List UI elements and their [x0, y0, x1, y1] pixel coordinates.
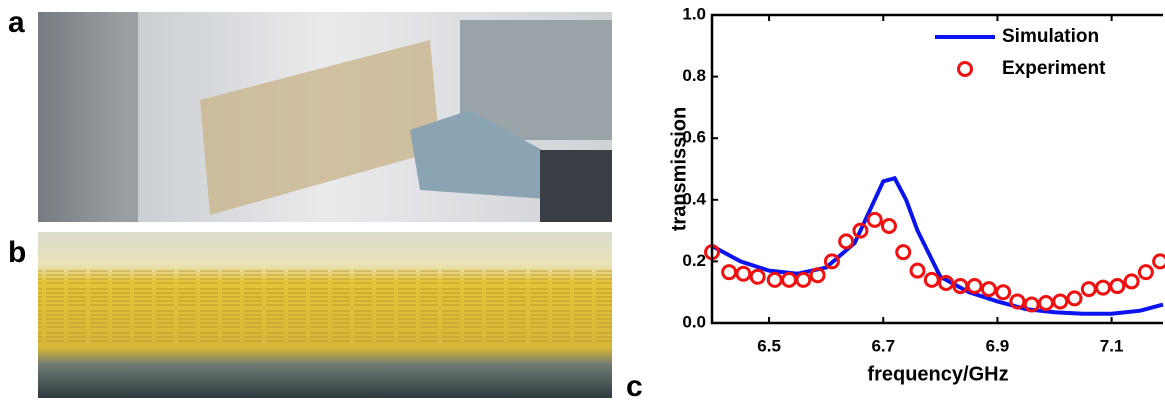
data-point [1137, 264, 1154, 281]
y-axis-label: transmission [668, 107, 690, 231]
y-tick-label: 0.6 [682, 128, 706, 147]
data-point [838, 233, 855, 250]
panel-label: b [8, 236, 26, 269]
data-point [781, 271, 798, 288]
legend-swatch [957, 61, 973, 77]
data-point [1066, 290, 1083, 307]
photo-a [38, 12, 612, 222]
data-point [895, 244, 912, 261]
data-point [1052, 293, 1069, 310]
data-point [1095, 279, 1112, 296]
panel-label: a [8, 6, 25, 39]
y-tick-label: 0.0 [682, 312, 706, 331]
y-tick-label: 0.2 [682, 251, 706, 270]
data-point [809, 267, 826, 284]
data-point [721, 264, 738, 281]
data-point [1080, 281, 1097, 298]
panel-label: c [626, 370, 643, 403]
data-point [852, 222, 869, 239]
data-point [735, 265, 752, 282]
data-point [823, 253, 840, 270]
data-point [966, 278, 983, 295]
data-point [749, 268, 766, 285]
data-point [1037, 294, 1054, 311]
x-tick-label: 6.5 [757, 336, 781, 355]
x-axis-label: frequency/GHz [867, 363, 1008, 385]
y-tick-label: 1.0 [682, 4, 706, 23]
data-point [1152, 253, 1165, 270]
data-point [1109, 278, 1126, 295]
axes-frame [710, 13, 1163, 325]
data-point [795, 271, 812, 288]
legend-label: Simulation [1002, 26, 1099, 47]
data-point [938, 274, 955, 291]
data-point [866, 211, 883, 228]
x-tick-label: 6.7 [871, 336, 895, 355]
y-tick-label: 0.8 [682, 66, 706, 85]
legend-label: Experiment [1002, 58, 1106, 79]
data-point [995, 284, 1012, 301]
y-tick-label: 0.4 [682, 189, 706, 208]
data-point [1123, 273, 1140, 290]
data-point [923, 271, 940, 288]
data-point [980, 281, 997, 298]
x-tick-label: 7.1 [1100, 336, 1124, 355]
data-point [880, 217, 897, 234]
photo-b [38, 232, 612, 398]
x-tick-label: 6.9 [986, 336, 1010, 355]
data-point [909, 262, 926, 279]
data-point [1009, 293, 1026, 310]
data-point [766, 271, 783, 288]
